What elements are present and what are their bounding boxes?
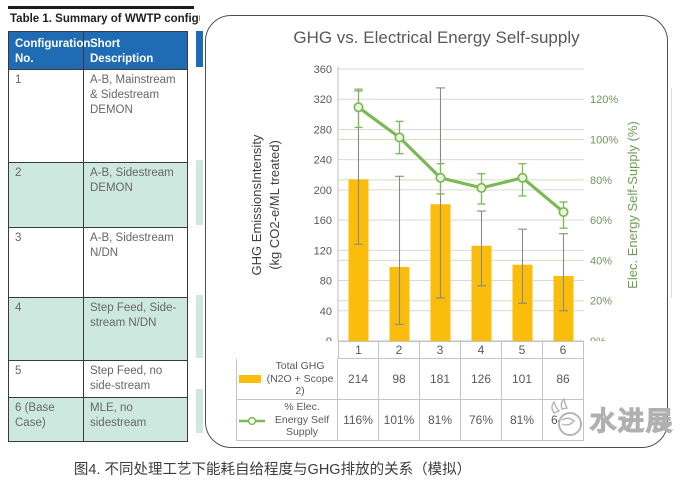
svg-text:280: 280 — [314, 124, 332, 136]
config-desc: A-B, Sidestream N/DN — [83, 227, 188, 299]
energy-value: 116% — [338, 400, 379, 441]
category-label: 3 — [420, 341, 461, 359]
energy-value: 76% — [461, 400, 502, 441]
ghg-value: 214 — [338, 359, 379, 400]
ghg-value: 101 — [502, 359, 543, 400]
bar-legend-swatch — [239, 375, 261, 383]
right-axis-title: Elec. Energy Self-Supply (%) — [625, 121, 640, 289]
gridlines — [337, 67, 584, 341]
ghg-value: 86 — [543, 359, 584, 400]
svg-text:120%: 120% — [590, 94, 618, 106]
table-edge-sliver — [196, 31, 203, 433]
config-no: 3 — [8, 227, 84, 299]
legend-label: % Elec. Energy Self Supply — [274, 401, 330, 439]
left-axis-ticks: 0 40 80 120 160 200 240 280 320 360 — [314, 64, 332, 341]
watermark: 水进展 — [546, 398, 674, 440]
svg-text:100%: 100% — [590, 135, 618, 147]
config-desc: Step Feed, Side-stream N/DN — [83, 297, 188, 362]
svg-text:60%: 60% — [590, 215, 612, 227]
chart-title: GHG vs. Electrical Energy Self-supply — [293, 28, 580, 47]
category-label: 5 — [502, 341, 543, 359]
config-desc: A-B, Sidestream DEMON — [83, 162, 188, 229]
svg-text:120: 120 — [314, 245, 332, 257]
ghg-error-bars — [354, 87, 568, 325]
energy-value: 81% — [420, 400, 461, 441]
energy-value: 81% — [502, 400, 543, 441]
table-row: 5 Step Feed, no side-stream — [8, 360, 188, 398]
category-header-row: 1 2 3 4 5 6 — [338, 341, 584, 359]
svg-text:360: 360 — [314, 64, 332, 76]
left-axis-title: GHG EmissionsIntensity — [249, 134, 264, 275]
energy-line-series — [353, 102, 569, 218]
config-no: 1 — [8, 69, 84, 164]
scroll-artifact-line — [671, 88, 672, 298]
table-row: 4 Step Feed, Side-stream N/DN — [8, 297, 188, 362]
energy-value: 101% — [379, 400, 420, 441]
column-header-configuration-no: Configuration No. — [8, 30, 90, 71]
top-rule — [8, 6, 194, 9]
category-label: 6 — [543, 341, 584, 359]
svg-text:320: 320 — [314, 94, 332, 106]
chart-data-table: 1 2 3 4 5 6 Total GHG (N2O + Scope 2) 21… — [236, 341, 584, 441]
legend-elec-energy: % Elec. Energy Self Supply — [236, 400, 338, 441]
table-title: Table 1. Summary of WWTP configur — [10, 13, 200, 25]
energy-values-row: % Elec. Energy Self Supply 116% 101% 81%… — [236, 400, 584, 441]
svg-text:20%: 20% — [590, 296, 612, 308]
svg-text:160: 160 — [314, 215, 332, 227]
line-legend-swatch — [239, 415, 265, 426]
category-label: 2 — [379, 341, 420, 359]
svg-text:80: 80 — [320, 276, 332, 288]
watermark-text: 水进展 — [589, 405, 675, 436]
wwtp-config-table: Configuration No. Short Description 1 A-… — [8, 30, 188, 442]
watermark-logo-icon — [551, 398, 582, 436]
table-row: 1 A-B, Mainstream & Sidestream DEMON — [8, 69, 188, 164]
config-no: 6 (Base Case) — [8, 396, 84, 442]
ghg-value: 98 — [379, 359, 420, 400]
energy-error-bars — [354, 88, 568, 229]
config-no: 5 — [8, 360, 84, 398]
chart-panel: GHG vs. Electrical Energy Self-supply 0 4… — [205, 15, 668, 448]
legend-total-ghg: Total GHG (N2O + Scope 2) — [236, 359, 338, 400]
table-row: 2 A-B, Sidestream DEMON — [8, 162, 188, 229]
ghg-value: 126 — [461, 359, 502, 400]
svg-text:240: 240 — [314, 155, 332, 167]
legend-label: Total GHG (N2O + Scope 2) — [266, 360, 334, 398]
svg-text:(kg CO2-e/ML treated): (kg CO2-e/ML treated) — [267, 140, 282, 270]
category-label: 4 — [461, 341, 502, 359]
svg-text:80%: 80% — [590, 175, 612, 187]
svg-text:40%: 40% — [590, 255, 612, 267]
config-desc: MLE, no sidestream — [83, 396, 188, 442]
figure-caption: 图4. 不同处理工艺下能耗自给程度与GHG排放的关系（模拟） — [73, 462, 472, 478]
config-desc: Step Feed, no side-stream — [83, 360, 188, 398]
svg-text:40: 40 — [320, 306, 332, 318]
config-no: 4 — [8, 297, 84, 362]
svg-text:200: 200 — [314, 185, 332, 197]
ghg-value: 181 — [420, 359, 461, 400]
config-no: 2 — [8, 162, 84, 229]
category-label: 1 — [338, 341, 379, 359]
svg-text:0: 0 — [326, 336, 332, 341]
column-header-short-description: Short Description — [83, 30, 188, 71]
svg-text:0%: 0% — [590, 336, 606, 341]
combo-chart-plot: 0 40 80 120 160 200 240 280 320 360 0% 20% 40% 60% 80%… — [249, 64, 640, 341]
ghg-values-row: Total GHG (N2O + Scope 2) 214 98 181 126… — [236, 359, 584, 400]
table-row: 3 A-B, Sidestream N/DN — [8, 227, 188, 299]
config-desc: A-B, Mainstream & Sidestream DEMON — [83, 69, 188, 164]
right-axis-ticks: 0% 20% 40% 60% 80% 100% 120% — [590, 94, 618, 341]
table-row: 6 (Base Case) MLE, no sidestream — [8, 396, 188, 442]
